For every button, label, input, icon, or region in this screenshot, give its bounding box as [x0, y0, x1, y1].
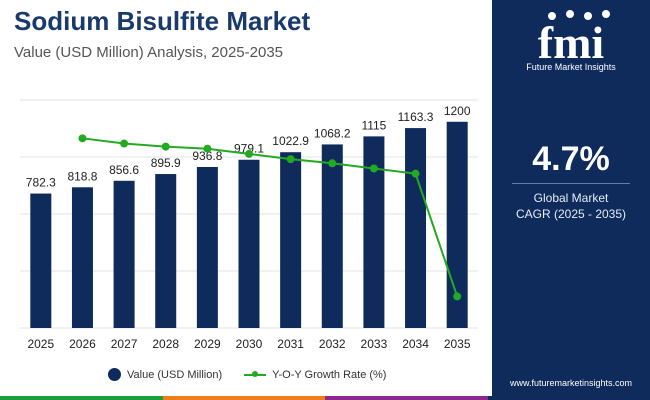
bar-2034 [405, 128, 427, 328]
strip-segment-2 [162, 396, 325, 400]
cagr-label-line-2: CAGR (2025 - 2035) [515, 207, 627, 221]
x-tick-2029: 2029 [194, 337, 221, 351]
chart: 782.3 818.8 856.6 895.9936.8979.11022.91068… [20, 99, 478, 351]
legend-line-swatch [244, 370, 267, 377]
bar-2031 [280, 152, 302, 328]
x-tick-2032: 2032 [319, 337, 346, 351]
bar-2030 [238, 159, 260, 328]
fmi-logo: fmi [538, 10, 610, 68]
growth-point-2028 [161, 142, 170, 151]
x-tick-2031: 2031 [277, 337, 304, 351]
bar-label-2028: 895.9 [151, 156, 181, 170]
legend-item-value: Value (USD Million) [108, 368, 222, 381]
bar-2027 [113, 180, 135, 328]
bar-label-2034: 1163.3 [398, 110, 434, 124]
bottom-color-strip [0, 396, 650, 400]
growth-point-2034 [411, 169, 420, 178]
logo-subtitle: Future Market Insights [526, 62, 616, 72]
x-tick-2026: 2026 [69, 337, 96, 351]
growth-point-2026 [78, 134, 87, 143]
bar-2029 [196, 167, 218, 328]
bar-label-2029: 936.8 [192, 149, 222, 163]
bar-2032 [321, 144, 343, 328]
cagr-value: 4.7% [532, 140, 610, 178]
bar-label-2027: 856.6 [109, 163, 139, 177]
bar-label-2032: 1068.2 [314, 126, 351, 140]
x-axis-labels: 2025 2026 2027 2028 2029 2030 2031 2032 2033 2034… [27, 337, 470, 351]
bar-label-2025: 782.3 [26, 176, 56, 190]
x-tick-2033: 2033 [361, 337, 388, 351]
cagr-divider [512, 183, 630, 184]
strip-segment-1 [0, 396, 163, 400]
growth-point-2027 [120, 139, 129, 148]
growth-line-series [78, 134, 462, 301]
x-tick-2028: 2028 [152, 337, 179, 351]
logo-text: fmi [538, 17, 605, 68]
x-tick-2030: 2030 [236, 337, 263, 351]
bar-series [30, 121, 468, 329]
bar-2025 [30, 193, 52, 328]
growth-point-2033 [369, 164, 378, 173]
growth-line [82, 137, 459, 297]
website-link[interactable]: www.futuremarketinsights.com [509, 378, 633, 388]
bar-label-2031: 1022.9 [272, 134, 309, 148]
bar-2035 [446, 121, 468, 329]
legend-bar-swatch [108, 368, 121, 381]
growth-point-2032 [328, 159, 337, 168]
growth-point-2029 [203, 144, 212, 153]
page-subtitle: Value (USD Million) Analysis, 2025-2035 [14, 44, 284, 61]
strip-segment-4 [487, 396, 650, 400]
x-tick-2027: 2027 [111, 337, 138, 351]
strip-segment-3 [325, 396, 488, 400]
bar-label-2033: 1115 [361, 118, 386, 132]
growth-point-2031 [286, 155, 295, 164]
growth-point-2030 [245, 149, 253, 158]
legend-item-growth: Y-O-Y Growth Rate (%) [244, 369, 386, 381]
x-tick-2035: 2035 [444, 337, 471, 351]
bar-label-2035: 1200 [444, 104, 471, 118]
page-title: Sodium Bisulfite Market [14, 6, 311, 36]
growth-point-2035 [453, 292, 462, 301]
cagr-label-line-1: Global Market [533, 191, 609, 205]
bar-2028 [155, 174, 177, 328]
legend: Value (USD Million) Y-O-Y Growth Rate (%… [108, 368, 408, 381]
bar-2033 [363, 136, 385, 328]
bar-2026 [71, 187, 93, 328]
bar-label-2026: 818.8 [67, 169, 97, 183]
x-tick-2025: 2025 [27, 337, 54, 351]
side-panel: fmi Future Market Insights 4.7% Global M… [492, 0, 650, 400]
legend-bar-label: Value (USD Million) [127, 368, 223, 381]
cagr-label: Global Market CAGR (2025 - 2035) [492, 190, 650, 222]
legend-line-label: Y-O-Y Growth Rate (%) [272, 368, 387, 381]
x-tick-2034: 2034 [402, 337, 429, 351]
bar-value-labels: 782.3 818.8 856.6 895.9936.8979.11022.91068… [26, 104, 471, 190]
